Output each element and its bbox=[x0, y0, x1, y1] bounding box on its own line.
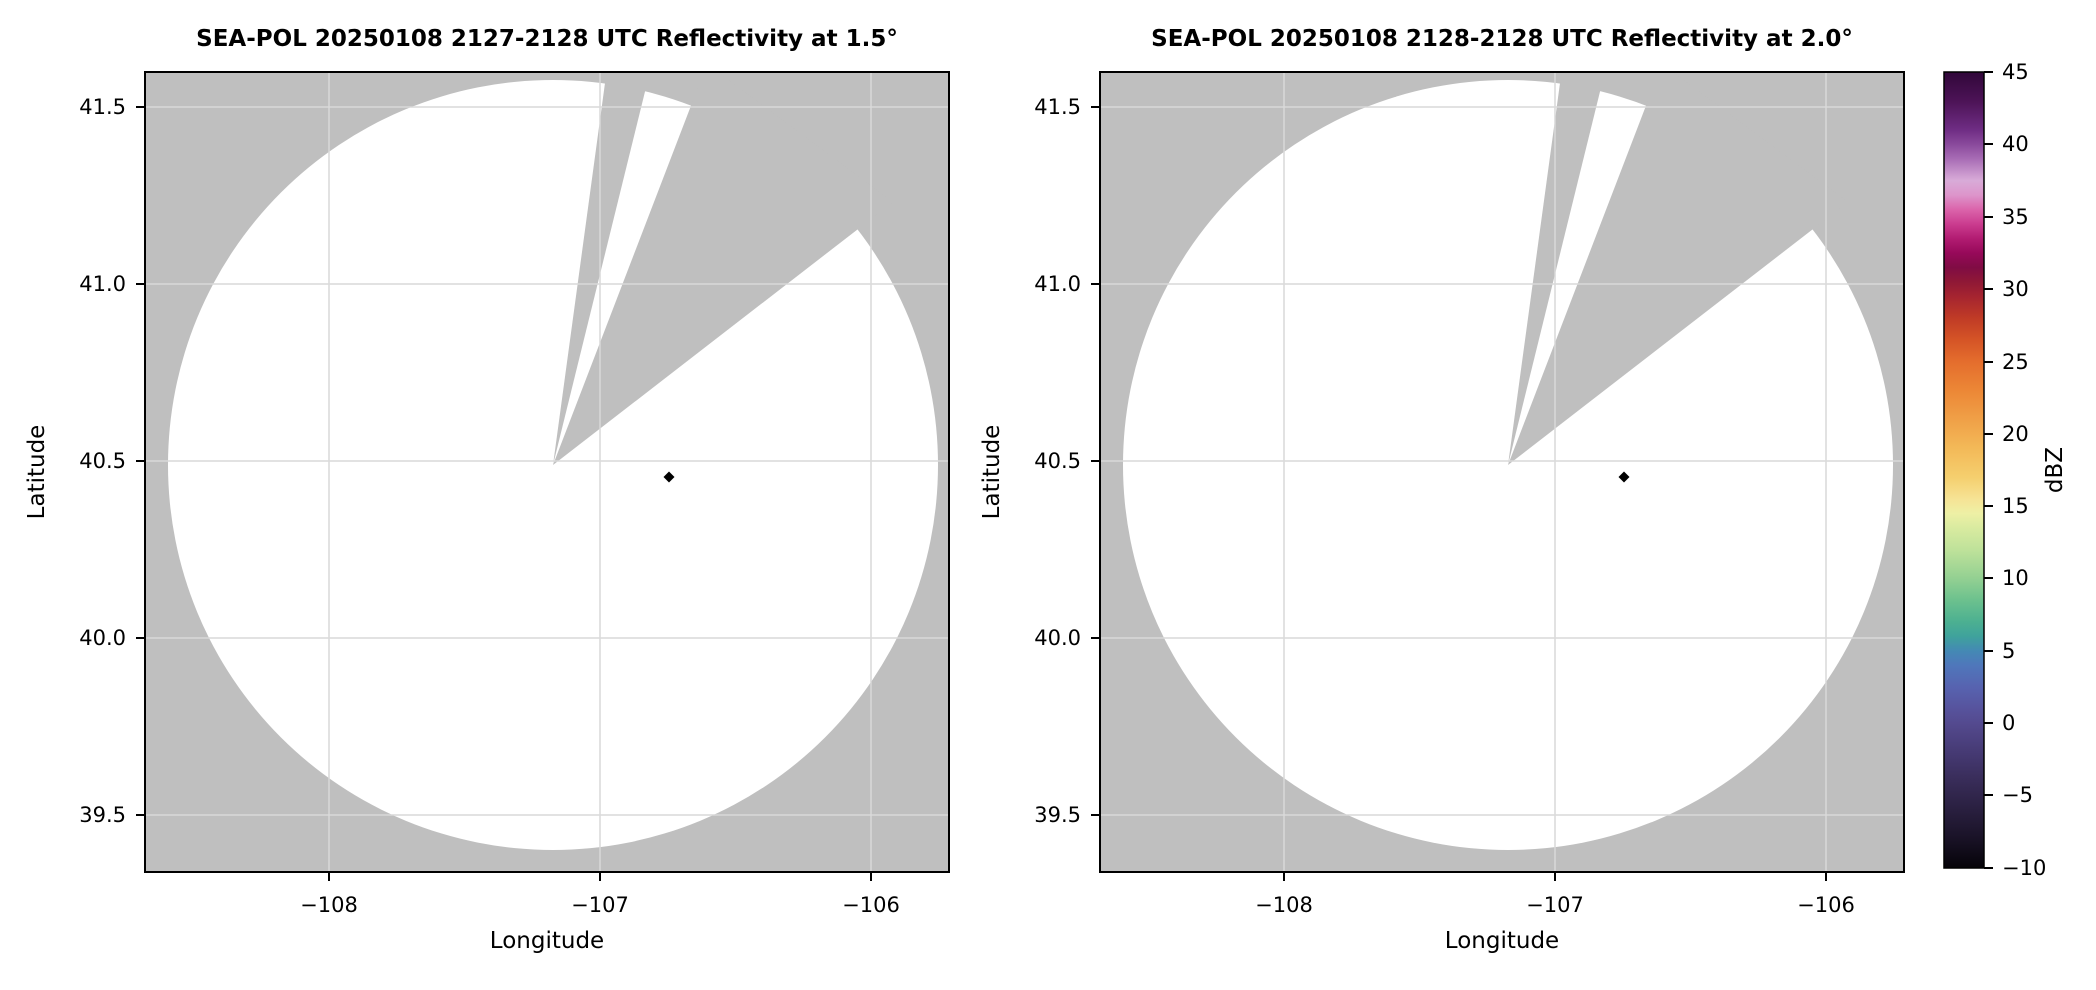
y-tick-label: 40.0 bbox=[79, 626, 126, 650]
colorbar-tick-label: 25 bbox=[2002, 350, 2029, 374]
missing-data-sector bbox=[1508, 72, 1848, 465]
x-tick-label: −107 bbox=[1526, 893, 1584, 917]
colorbar-tick-label: 10 bbox=[2002, 566, 2029, 590]
axis-frame bbox=[144, 71, 950, 873]
site-marker bbox=[1618, 471, 1630, 483]
left-panel: 41.5 41.0 40.5 40.0 39.5 −108 −107 −106 … bbox=[24, 26, 950, 954]
colorbar-tick-label: 45 bbox=[2002, 60, 2029, 84]
colorbar: 45 40 35 30 25 20 15 10 5 0 −5 −10 dBZ bbox=[1943, 60, 2068, 880]
y-tick-label: 39.5 bbox=[1034, 803, 1081, 827]
y-tick-label: 39.5 bbox=[79, 803, 126, 827]
y-tick-label: 40.5 bbox=[1034, 449, 1081, 473]
x-tick-label: −108 bbox=[1255, 893, 1313, 917]
colorbar-label: dBZ bbox=[2042, 447, 2068, 493]
panel-title-right: SEA-POL 20250108 2128-2128 UTC Reflectiv… bbox=[1151, 26, 1853, 52]
x-axis-label-left: Longitude bbox=[490, 928, 604, 954]
colorbar-tick-label: −10 bbox=[2002, 856, 2046, 880]
y-tick-label: 41.5 bbox=[1034, 95, 1081, 119]
panel-title-left: SEA-POL 20250108 2127-2128 UTC Reflectiv… bbox=[196, 26, 898, 52]
y-tick-label: 41.0 bbox=[1034, 272, 1081, 296]
colorbar-tick-label: 15 bbox=[2002, 494, 2029, 518]
colorbar-tick-label: 30 bbox=[2002, 277, 2029, 301]
y-axis-label-right: Latitude bbox=[979, 425, 1005, 520]
colorbar-tick-label: 0 bbox=[2002, 711, 2015, 735]
missing-data-wedge bbox=[1508, 72, 1605, 465]
y-tick-label: 41.5 bbox=[79, 95, 126, 119]
colorbar-gradient-bar bbox=[1943, 71, 1985, 869]
colorbar-tick-label: 35 bbox=[2002, 205, 2029, 229]
colorbar-tick-label: 20 bbox=[2002, 422, 2029, 446]
x-tick-label: −108 bbox=[300, 893, 358, 917]
colorbar-tick-label: −5 bbox=[2002, 783, 2033, 807]
x-axis-label-right: Longitude bbox=[1445, 928, 1559, 954]
colorbar-tick-label: 40 bbox=[2002, 132, 2029, 156]
x-tick-label: −106 bbox=[842, 893, 900, 917]
y-axis-label-left: Latitude bbox=[24, 425, 50, 520]
axis-frame bbox=[1099, 71, 1905, 873]
y-tick-label: 40.0 bbox=[1034, 626, 1081, 650]
site-marker bbox=[663, 471, 675, 483]
missing-data-wedge bbox=[553, 72, 650, 465]
colorbar-tick-label: 5 bbox=[2002, 639, 2015, 663]
y-tick-label: 41.0 bbox=[79, 272, 126, 296]
missing-data-sector bbox=[553, 72, 893, 465]
right-panel: 41.5 41.0 40.5 40.0 39.5 −108 −107 −106 … bbox=[979, 26, 1905, 954]
x-tick-label: −106 bbox=[1797, 893, 1855, 917]
x-tick-label: −107 bbox=[571, 893, 629, 917]
y-tick-label: 40.5 bbox=[79, 449, 126, 473]
